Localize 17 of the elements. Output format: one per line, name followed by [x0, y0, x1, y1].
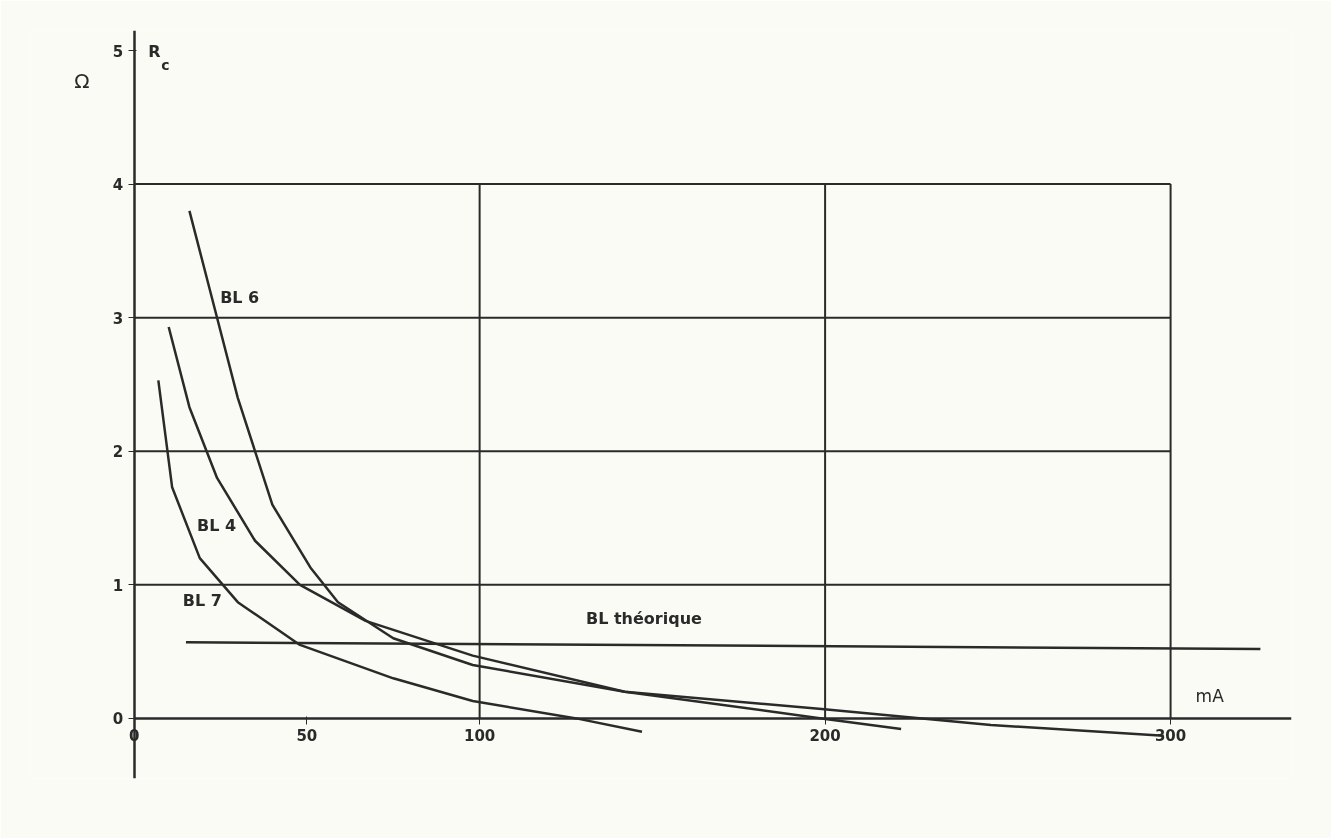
- x-tick-label: 100: [463, 727, 496, 746]
- x-tick-label: 200: [809, 727, 841, 746]
- y-axis-title: Rc: [148, 41, 170, 73]
- y-tick-label: 1: [112, 576, 124, 595]
- x-tick-label: 50: [296, 727, 318, 746]
- annotation: Ω: [74, 68, 90, 93]
- y-tick-label: 2: [112, 443, 124, 462]
- y-tick-label: 3: [112, 309, 124, 328]
- series-label: BL 6: [220, 287, 260, 307]
- x-axis-title: mA: [1195, 686, 1225, 707]
- series-label: BL 7: [182, 591, 222, 611]
- y-tick-label: 0: [112, 710, 124, 729]
- series-label: BL théorique: [585, 609, 703, 629]
- y-tick-label: 5: [112, 42, 124, 61]
- series-label: BL 4: [197, 515, 237, 535]
- y-tick-label: 4: [112, 176, 124, 195]
- x-tick-label: 300: [1154, 727, 1187, 746]
